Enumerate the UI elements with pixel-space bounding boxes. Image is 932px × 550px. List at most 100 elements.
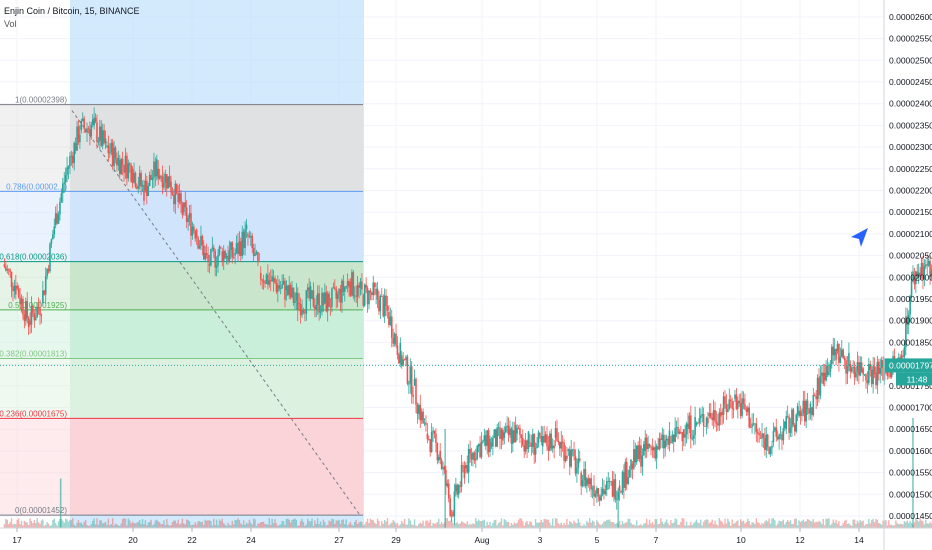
candle — [60, 188, 63, 204]
candlestick-series — [3, 107, 932, 525]
volume-bar — [92, 520, 94, 528]
volume-bar — [563, 523, 565, 528]
volume-bar — [711, 519, 713, 528]
candle — [755, 417, 758, 442]
candle — [746, 405, 749, 416]
candle — [171, 187, 174, 196]
price-axis[interactable]: 0.00002600 0.00002550 0.00002500 0.00002450… — [883, 0, 932, 550]
volume-bar — [275, 523, 278, 528]
candle — [247, 231, 249, 246]
fib-retracement[interactable]: 1(0.00002398) 0.786(0.00002...) 0.618(0.00… — [0, 96, 363, 516]
candle — [173, 188, 175, 212]
candle — [467, 444, 470, 484]
candle — [920, 258, 923, 279]
candle — [76, 120, 78, 151]
candle — [633, 439, 635, 471]
volume-bar — [809, 520, 812, 528]
volume-bar — [842, 523, 844, 528]
candle — [109, 143, 111, 158]
volume-bar — [147, 522, 149, 528]
volume-bar — [258, 523, 261, 528]
candle — [315, 295, 318, 318]
candle — [748, 402, 751, 429]
volume-bar — [714, 520, 716, 528]
volume-bar — [435, 523, 437, 528]
candle — [684, 424, 686, 447]
candle — [530, 434, 533, 456]
volume-bar — [419, 522, 421, 528]
price-tick-label: 0.00001950 — [889, 294, 932, 304]
volume-bar — [111, 518, 114, 528]
volume-bar — [40, 520, 43, 528]
time-axis[interactable]: 17 20 22 24 27 29 Aug 3 5 7 10 12 14 — [0, 527, 932, 545]
volume-bar — [586, 521, 588, 528]
volume-bar — [126, 525, 128, 528]
candle — [761, 423, 763, 448]
candle — [653, 445, 655, 459]
volume-bar — [208, 520, 211, 528]
symbol-title[interactable]: Enjin Coin / Bitcoin, 15, BINANCE — [4, 6, 140, 16]
countdown-label: 11:48 — [907, 374, 928, 384]
candle — [556, 419, 558, 442]
price-tick-label: 0.00002200 — [889, 186, 932, 196]
volume-bar — [225, 525, 228, 528]
candle — [254, 243, 256, 257]
volume-bar — [325, 525, 327, 528]
volume-bar — [781, 521, 783, 528]
time-tick-label: 5 — [595, 535, 600, 545]
volume-bar — [694, 521, 696, 528]
volume-bar — [287, 518, 289, 528]
volume-bar — [560, 522, 562, 528]
volume-bar — [268, 518, 271, 528]
volume-bar — [630, 522, 632, 528]
candle — [268, 272, 271, 288]
candle — [509, 420, 511, 439]
candle — [398, 352, 400, 364]
candle — [492, 435, 494, 456]
volume-bar — [295, 519, 298, 528]
volume-bar — [314, 520, 316, 528]
volume-bar — [376, 518, 379, 528]
volume-bar — [621, 521, 624, 528]
candle — [343, 285, 346, 302]
candle — [157, 160, 160, 186]
volume-bar — [87, 525, 90, 528]
candle — [735, 388, 738, 411]
candle — [341, 278, 343, 313]
candle — [311, 290, 313, 300]
candle — [346, 273, 349, 293]
candle — [210, 248, 212, 267]
volume-bar — [19, 524, 21, 528]
volume-bar — [920, 520, 923, 528]
candle — [670, 435, 672, 444]
volume-bar — [507, 521, 510, 528]
volume-bar — [309, 521, 312, 528]
volume-bar — [270, 525, 272, 528]
candle — [527, 431, 530, 453]
volume-bar — [786, 519, 789, 528]
volume-bar — [929, 521, 931, 528]
candle — [19, 287, 21, 310]
volume-bar — [888, 520, 890, 528]
candle — [769, 446, 772, 457]
candle — [539, 432, 541, 439]
volume-bar — [463, 523, 466, 528]
volume-bar — [292, 519, 295, 528]
candle — [275, 279, 278, 294]
volume-bar — [245, 522, 248, 528]
candle — [422, 408, 424, 424]
candle — [611, 471, 614, 498]
candle — [154, 157, 157, 187]
candle — [140, 170, 142, 196]
candle — [272, 270, 275, 292]
volume-bar — [849, 524, 852, 528]
volume-bar — [257, 523, 259, 528]
volume-bar — [153, 524, 155, 528]
candle — [164, 169, 167, 192]
volume-bar — [845, 519, 847, 528]
candle — [828, 362, 830, 377]
candle — [466, 455, 469, 474]
candle — [551, 438, 554, 453]
volume-indicator-label[interactable]: Vol — [4, 19, 17, 29]
